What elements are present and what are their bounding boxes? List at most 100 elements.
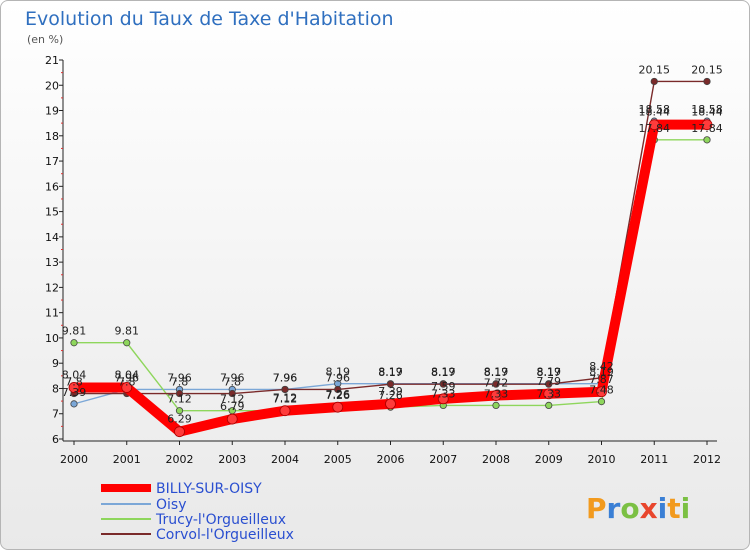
y-tick-label: 13 [45,256,59,269]
data-point [545,380,553,388]
data-label: 8.19 [589,366,614,379]
series-layer [68,77,713,438]
data-label: 18.44 [639,106,671,119]
y-tick-label: 17 [45,155,59,168]
data-point [490,390,502,401]
y-tick-label: 18 [45,130,59,143]
data-point [123,339,131,347]
data-label: 7.59 [431,380,456,393]
data-label: 7.12 [220,393,245,406]
legend-label: Oisy [156,497,187,513]
x-tick-label: 2009 [535,453,563,466]
data-label: 7.33 [484,387,509,400]
data-label: 9.81 [62,325,87,338]
x-tick-label: 2003 [218,453,246,466]
data-label: 18.58 [639,103,671,116]
legend-label: Trucy-l'Orgueilleux [155,512,286,528]
data-label: 7.72 [484,377,509,390]
data-label: 8.04 [115,368,140,381]
data-point [437,393,449,405]
x-tick-label: 2002 [166,453,194,466]
x-tick-label: 2007 [429,453,457,466]
x-tick-label: 2010 [588,453,616,466]
y-tick-label: 11 [45,307,59,320]
data-label: 7.26 [326,389,351,402]
x-tick-label: 2004 [271,453,299,466]
data-label: 7.33 [537,387,562,400]
data-label: 8.19 [484,366,509,379]
data-label: 7.12 [273,393,298,406]
y-tick-label: 19 [45,105,59,118]
legend-label: Corvol-l'Orgueilleux [156,527,294,543]
data-label: 8.17 [537,366,562,379]
data-label: 7.96 [115,371,140,384]
data-point [596,386,607,398]
y-tick-label: 15 [45,206,59,219]
data-point [281,385,289,394]
data-label: 17.84 [691,122,723,135]
y-tick-label: 7 [52,408,59,421]
y-tick-label: 16 [45,180,59,193]
data-point [174,426,185,438]
data-point [228,389,236,398]
data-label: 18.44 [691,106,723,119]
data-label: 7.96 [326,371,351,384]
data-point [175,407,184,415]
data-label: 8.17 [431,366,456,379]
data-point [386,380,395,388]
data-point [334,385,342,394]
data-label: 7.26 [326,388,351,401]
x-tick-label: 2012 [693,453,721,466]
data-label: 8.19 [326,366,351,379]
data-label: 17.84 [639,122,671,135]
data-point [597,398,606,406]
data-label: 6.29 [167,413,192,426]
data-label: 7.12 [167,393,192,406]
data-label: 8.19 [431,366,456,379]
data-label: 7.26 [378,389,403,402]
data-labels: 7.397.96 7.96 7.96 7.96 8.19 8.19 8.19 8.19 8.19… [62,63,723,425]
data-label: 7.8 [224,376,242,389]
data-point [121,382,133,393]
x-tick-label: 2006 [377,453,405,466]
data-point [703,77,711,86]
data-label: 7.87 [589,373,614,386]
data-point [226,413,238,425]
x-tick-label: 2000 [60,453,88,466]
data-point [175,389,184,398]
legend-label: BILLY-SUR-OISY [156,481,262,497]
data-point [648,119,660,131]
proxiti-logo: Proxiti [586,492,690,525]
y-tick-label: 9 [52,357,59,370]
data-label: 7.33 [431,387,456,400]
x-tick-label: 2005 [324,453,352,466]
x-tick-label: 2011 [640,453,668,466]
data-point [385,398,396,410]
data-label: 8.17 [378,366,403,379]
y-tick-label: 14 [45,231,59,244]
data-label: 9.81 [115,325,140,338]
axes: 6 7 8 9 10 11 12 13 14 15 16 17 18 19 20 21 2000 2001 2002… [45,54,721,466]
x-tick-label: 2008 [482,453,510,466]
data-label: 7.79 [537,375,562,388]
x-tick-label: 2001 [113,453,141,466]
y-tick-label: 8 [52,382,59,395]
y-tick-label: 10 [45,332,59,345]
data-point [703,136,711,144]
data-point [70,400,78,408]
y-tick-label: 21 [45,54,59,67]
data-label: 20.15 [691,63,723,76]
data-label: 8.42 [589,360,614,373]
data-label: 8.19 [378,366,403,379]
data-point [701,119,713,131]
chart-subtitle: (en %) [27,33,63,46]
data-label: 20.15 [639,63,671,76]
data-label: 7.39 [62,386,87,399]
data-point [543,388,555,400]
y-tick-label: 12 [45,281,59,294]
data-label: 8.04 [62,368,87,381]
data-label: 7.8 [65,376,83,389]
data-label: 7.96 [220,371,245,384]
